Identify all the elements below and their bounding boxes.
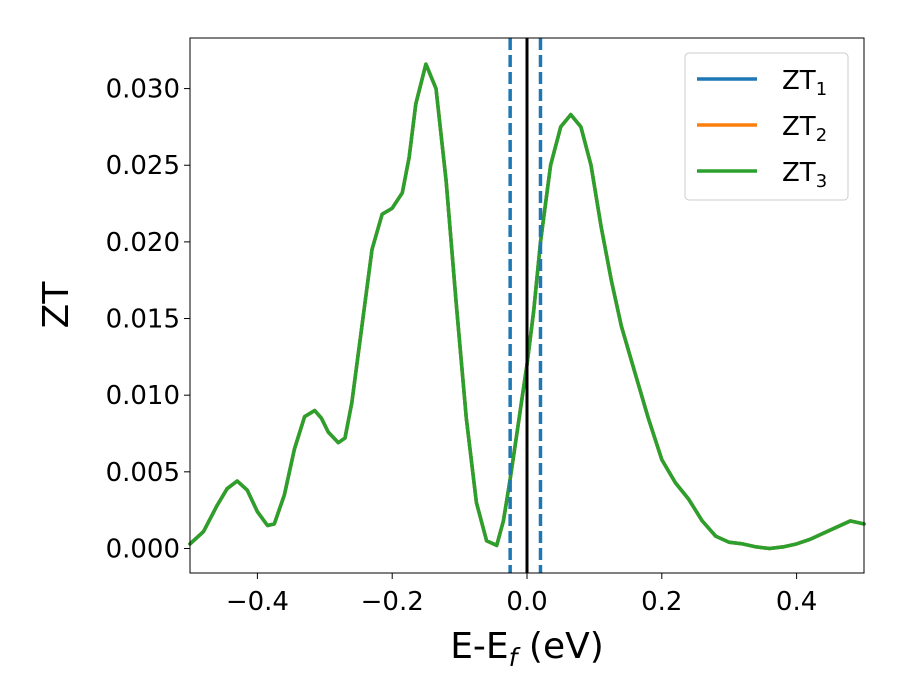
series-layer (188, 62, 866, 551)
y-tick-label: 0.030 (106, 75, 180, 105)
y-axis-ticks: 0.000 0.005 0.010 0.015 0.020 0.025 0.030 (106, 75, 190, 564)
y-tick-label: 0.025 (106, 151, 180, 181)
x-tick-label: −0.4 (226, 587, 289, 617)
series-line-zt3 (188, 62, 866, 551)
x-axis-title-main: E-E (450, 626, 508, 667)
x-axis-title: E-Ef (eV) (450, 626, 604, 672)
y-tick-label: 0.005 (106, 458, 180, 488)
legend: ZT1 ZT2 ZT3 (684, 52, 849, 201)
legend-frame (684, 52, 849, 201)
x-tick-label: −0.2 (361, 587, 424, 617)
y-axis-title: ZT (36, 281, 77, 329)
vline-layer (508, 38, 543, 573)
legend-label-zt1: ZT1 (782, 66, 827, 100)
y-tick-label: 0.010 (106, 381, 180, 411)
y-tick-label: 0.015 (106, 305, 180, 335)
legend-label-zt3: ZT3 (782, 158, 827, 192)
y-tick-label: 0.000 (106, 534, 180, 564)
x-tick-label: 0.2 (641, 587, 682, 617)
y-tick-label: 0.020 (106, 228, 180, 258)
x-axis-title-suffix: (eV) (517, 626, 603, 667)
legend-label-zt2: ZT2 (782, 112, 827, 146)
x-tick-label: 0.0 (506, 587, 547, 617)
legend-items: ZT1 ZT2 ZT3 (697, 66, 827, 192)
x-tick-label: 0.4 (776, 587, 817, 617)
x-axis-ticks: −0.4 −0.2 0.0 0.2 0.4 (226, 573, 817, 617)
